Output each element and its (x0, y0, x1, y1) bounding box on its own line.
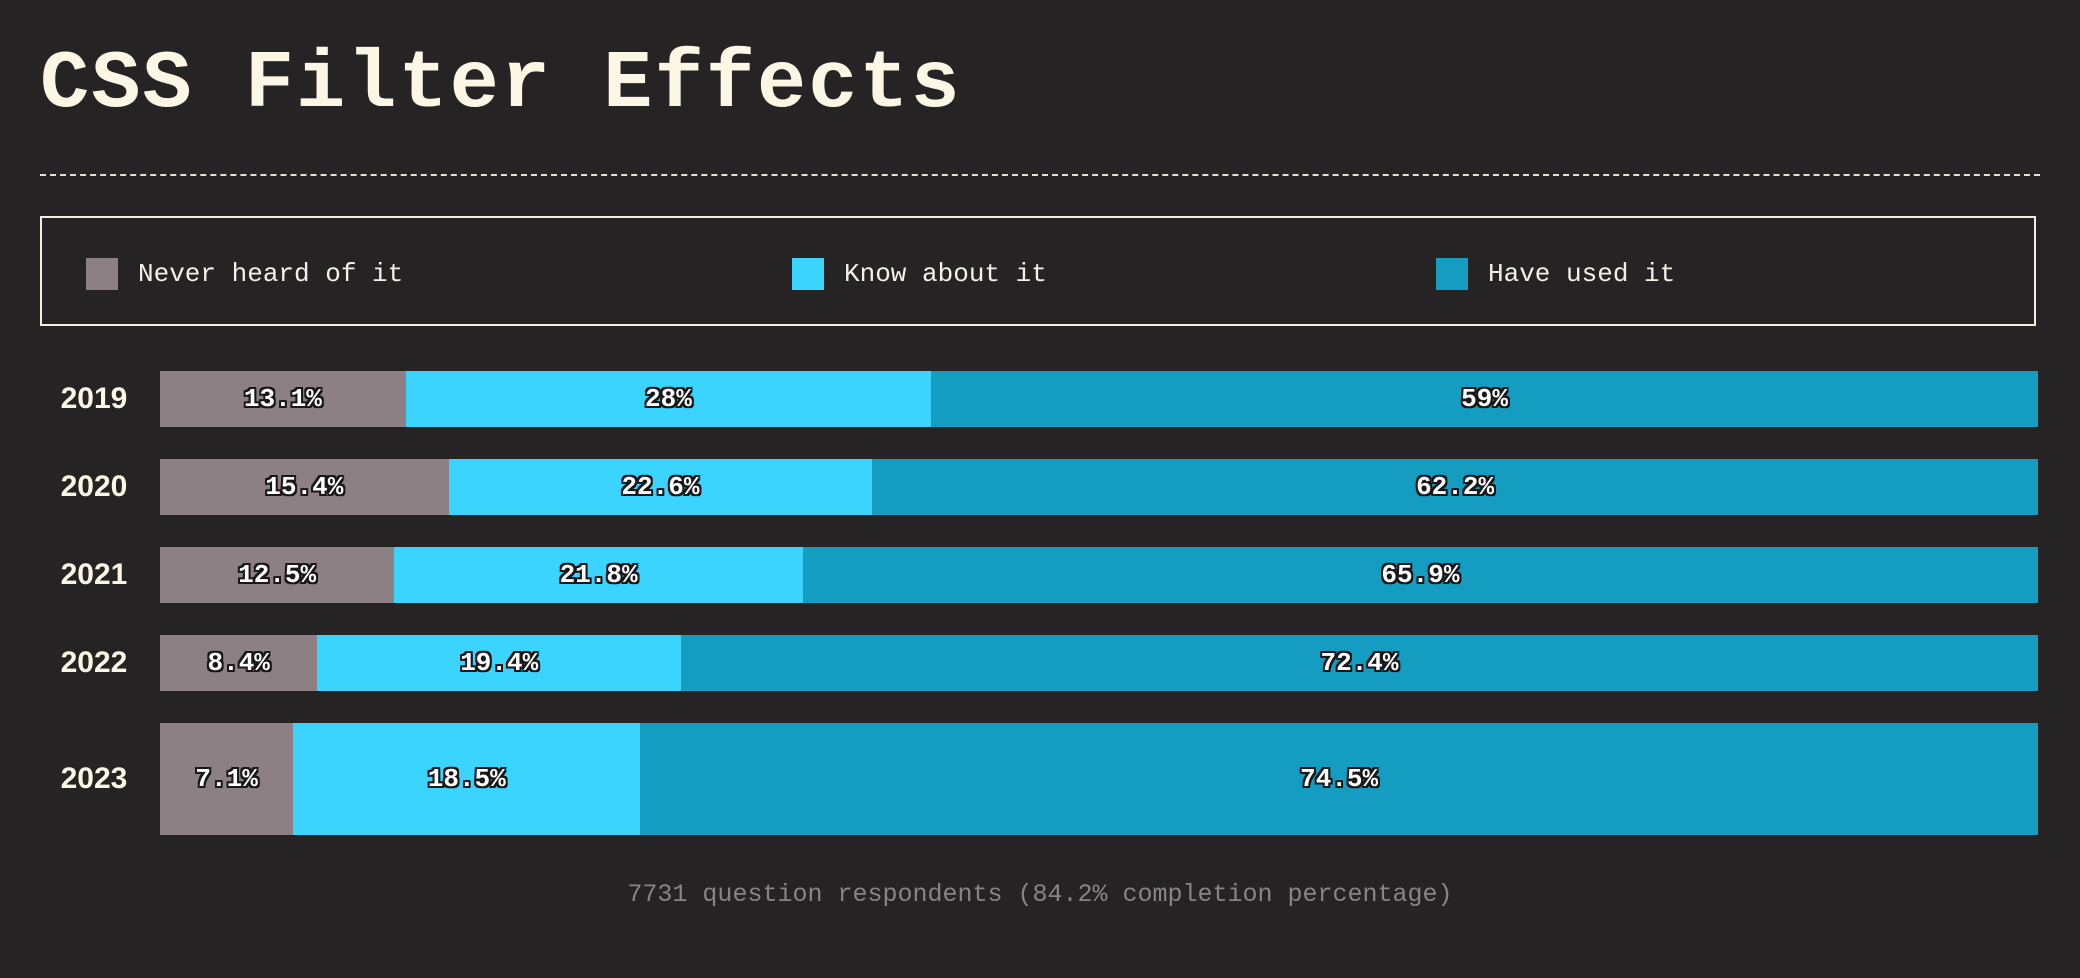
bar-value-label-2019-1: 28% (645, 384, 692, 414)
bar-segment-2021-0[interactable]: 12.5% (160, 547, 395, 603)
legend-label-have-used: Have used it (1488, 259, 1676, 289)
bar-segment-2023-1[interactable]: 18.5% (293, 723, 641, 835)
bar-segment-2020-0[interactable]: 15.4% (160, 459, 449, 515)
bar-segment-2022-1[interactable]: 19.4% (317, 635, 682, 691)
bar-segment-2023-0[interactable]: 7.1% (160, 723, 294, 835)
legend-item-never-heard[interactable]: Never heard of it (86, 258, 403, 290)
bar-segment-2022-2[interactable]: 72.4% (681, 635, 2038, 691)
bar-segment-2022-0[interactable]: 8.4% (160, 635, 318, 691)
bar-value-label-2020-1: 22.6% (621, 472, 700, 502)
legend-label-know-about: Know about it (844, 259, 1047, 289)
bar-segment-2019-0[interactable]: 13.1% (160, 371, 406, 427)
year-label-2022: 2022 (60, 646, 128, 679)
bar-value-label-2019-2: 59% (1461, 384, 1508, 414)
bar-value-label-2020-0: 15.4% (265, 472, 344, 502)
bar-segment-2020-2[interactable]: 62.2% (872, 459, 2038, 515)
year-label-2019: 2019 (60, 382, 128, 415)
legend: Never heard of it Know about it Have use… (40, 216, 2036, 326)
page-title: CSS Filter Effects (40, 38, 962, 131)
bar-segment-2019-1[interactable]: 28% (405, 371, 932, 427)
bar-value-label-2021-2: 65.9% (1381, 560, 1460, 590)
year-label-2023: 2023 (60, 762, 128, 795)
bar-segment-2021-1[interactable]: 21.8% (394, 547, 803, 603)
bar-value-label-2022-1: 19.4% (460, 648, 539, 678)
bar-value-label-2023-0: 7.1% (195, 764, 258, 794)
title-divider (40, 174, 2040, 176)
legend-swatch-know-about (792, 258, 824, 290)
bar-value-label-2021-0: 12.5% (238, 560, 317, 590)
bar-segment-2023-2[interactable]: 74.5% (640, 723, 2038, 835)
legend-item-know-about[interactable]: Know about it (792, 258, 1047, 290)
bar-value-label-2023-2: 74.5% (1300, 764, 1379, 794)
bar-value-label-2020-2: 62.2% (1416, 472, 1495, 502)
respondents-note: 7731 question respondents (84.2% complet… (627, 880, 1453, 909)
legend-swatch-never-heard (86, 258, 118, 290)
bar-value-label-2019-0: 13.1% (243, 384, 322, 414)
bar-segment-2019-2[interactable]: 59% (931, 371, 2038, 427)
bar-value-label-2021-1: 21.8% (559, 560, 638, 590)
legend-swatch-have-used (1436, 258, 1468, 290)
bar-segment-2021-2[interactable]: 65.9% (802, 547, 2038, 603)
year-label-2021: 2021 (60, 558, 128, 591)
year-label-2020: 2020 (60, 470, 128, 503)
bar-value-label-2023-1: 18.5% (427, 764, 506, 794)
bar-value-label-2022-0: 8.4% (207, 648, 270, 678)
legend-item-have-used[interactable]: Have used it (1436, 258, 1675, 290)
bar-value-label-2022-2: 72.4% (1320, 648, 1399, 678)
bar-segment-2020-1[interactable]: 22.6% (448, 459, 873, 515)
legend-label-never-heard: Never heard of it (138, 259, 404, 289)
